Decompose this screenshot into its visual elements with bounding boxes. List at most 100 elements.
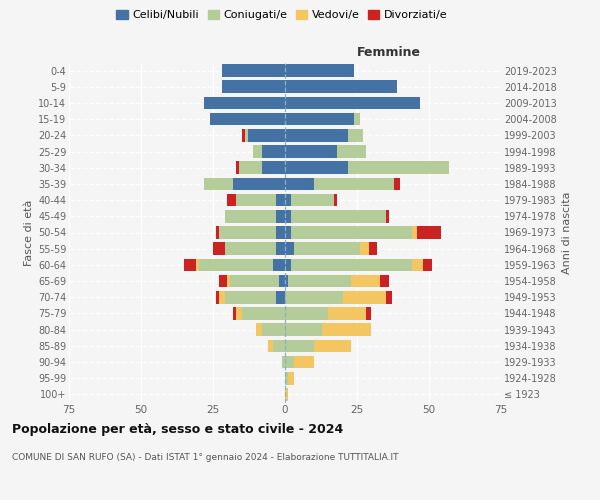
Bar <box>285 388 288 400</box>
Bar <box>285 372 288 384</box>
Bar <box>291 226 412 239</box>
Bar <box>205 178 233 190</box>
Bar <box>277 226 285 239</box>
Bar <box>196 258 199 271</box>
Y-axis label: Anni di nascita: Anni di nascita <box>562 191 572 274</box>
Bar <box>337 145 365 158</box>
Bar <box>230 275 279 287</box>
Bar <box>277 291 285 304</box>
Bar <box>285 275 288 287</box>
Bar <box>253 145 262 158</box>
Bar <box>343 291 386 304</box>
Bar <box>213 242 224 255</box>
Bar <box>293 356 314 368</box>
Text: Popolazione per età, sesso e stato civile - 2024: Popolazione per età, sesso e stato civil… <box>12 422 343 436</box>
Bar <box>219 291 224 304</box>
Bar <box>268 340 274 352</box>
Bar <box>285 356 293 368</box>
Bar <box>412 226 418 239</box>
Bar <box>285 258 291 271</box>
Bar <box>334 194 337 206</box>
Bar <box>205 96 285 110</box>
Bar <box>242 129 245 141</box>
Bar <box>423 258 432 271</box>
Bar <box>248 129 285 141</box>
Bar <box>351 275 380 287</box>
Bar <box>291 210 386 222</box>
Bar <box>224 291 277 304</box>
Bar <box>285 178 314 190</box>
Bar <box>285 113 354 126</box>
Bar <box>285 210 291 222</box>
Bar <box>242 307 285 320</box>
Bar <box>314 178 394 190</box>
Bar <box>277 242 285 255</box>
Bar <box>365 307 371 320</box>
Bar <box>368 242 377 255</box>
Bar <box>285 307 328 320</box>
Bar <box>262 162 285 174</box>
Bar <box>245 129 248 141</box>
Bar <box>285 291 343 304</box>
Bar <box>349 162 449 174</box>
Bar <box>274 258 285 271</box>
Bar <box>360 242 368 255</box>
Bar <box>285 80 397 93</box>
Bar <box>210 113 285 126</box>
Bar <box>219 275 227 287</box>
Bar <box>236 162 239 174</box>
Bar <box>285 324 322 336</box>
Bar <box>184 258 196 271</box>
Bar <box>233 307 236 320</box>
Bar <box>322 324 371 336</box>
Y-axis label: Fasce di età: Fasce di età <box>23 200 34 266</box>
Bar <box>277 210 285 222</box>
Bar <box>285 145 337 158</box>
Bar <box>262 145 285 158</box>
Bar <box>227 275 230 287</box>
Bar <box>227 194 236 206</box>
Bar <box>233 178 285 190</box>
Bar <box>418 226 440 239</box>
Legend: Celibi/Nubili, Coniugati/e, Vedovi/e, Divorziati/e: Celibi/Nubili, Coniugati/e, Vedovi/e, Di… <box>112 6 452 25</box>
Bar <box>274 340 285 352</box>
Bar <box>285 162 349 174</box>
Bar <box>277 194 285 206</box>
Bar <box>412 258 423 271</box>
Bar <box>386 210 389 222</box>
Bar <box>354 113 360 126</box>
Bar <box>288 275 351 287</box>
Bar <box>236 194 277 206</box>
Bar <box>221 80 285 93</box>
Bar <box>285 64 354 77</box>
Text: COMUNE DI SAN RUFO (SA) - Dati ISTAT 1° gennaio 2024 - Elaborazione TUTTITALIA.I: COMUNE DI SAN RUFO (SA) - Dati ISTAT 1° … <box>12 452 398 462</box>
Bar <box>285 194 291 206</box>
Bar <box>285 96 421 110</box>
Bar <box>380 275 389 287</box>
Bar <box>314 340 351 352</box>
Bar <box>216 226 219 239</box>
Bar <box>285 242 293 255</box>
Bar <box>224 210 277 222</box>
Text: Femmine: Femmine <box>356 46 421 59</box>
Bar <box>285 129 349 141</box>
Bar <box>216 291 219 304</box>
Bar <box>285 226 291 239</box>
Bar <box>224 242 277 255</box>
Bar <box>291 258 412 271</box>
Bar <box>291 194 334 206</box>
Bar <box>328 307 365 320</box>
Bar <box>285 340 314 352</box>
Bar <box>288 372 293 384</box>
Bar <box>386 291 392 304</box>
Bar <box>279 275 285 287</box>
Bar <box>221 64 285 77</box>
Bar <box>282 356 285 368</box>
Bar <box>239 162 262 174</box>
Bar <box>349 129 363 141</box>
Bar <box>262 324 285 336</box>
Bar <box>236 307 242 320</box>
Bar <box>219 226 277 239</box>
Bar <box>256 324 262 336</box>
Bar <box>199 258 274 271</box>
